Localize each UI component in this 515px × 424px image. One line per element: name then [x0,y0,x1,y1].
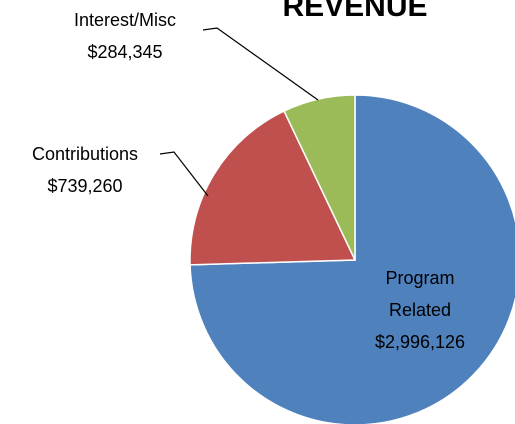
data-label: Interest/Misc $284,345 [45,4,205,68]
leader-line [202,27,319,101]
category-label: Contributions [31,144,139,164]
value-label: $284,345 [87,42,163,62]
data-label: Contributions $739,260 [5,138,165,202]
value-label: $739,260 [47,176,123,196]
value-label: $2,996,126 [374,332,466,352]
chart-title: REVENUE [282,0,428,23]
category-label: Program Related [385,268,455,320]
pie-slice [189,94,515,424]
leader-line [159,151,209,197]
pie-slice [283,94,356,261]
pie-slice [189,110,357,266]
slices [189,94,515,424]
category-label: Interest/Misc [73,10,177,30]
data-label: Program Related $2,996,126 [355,262,485,358]
